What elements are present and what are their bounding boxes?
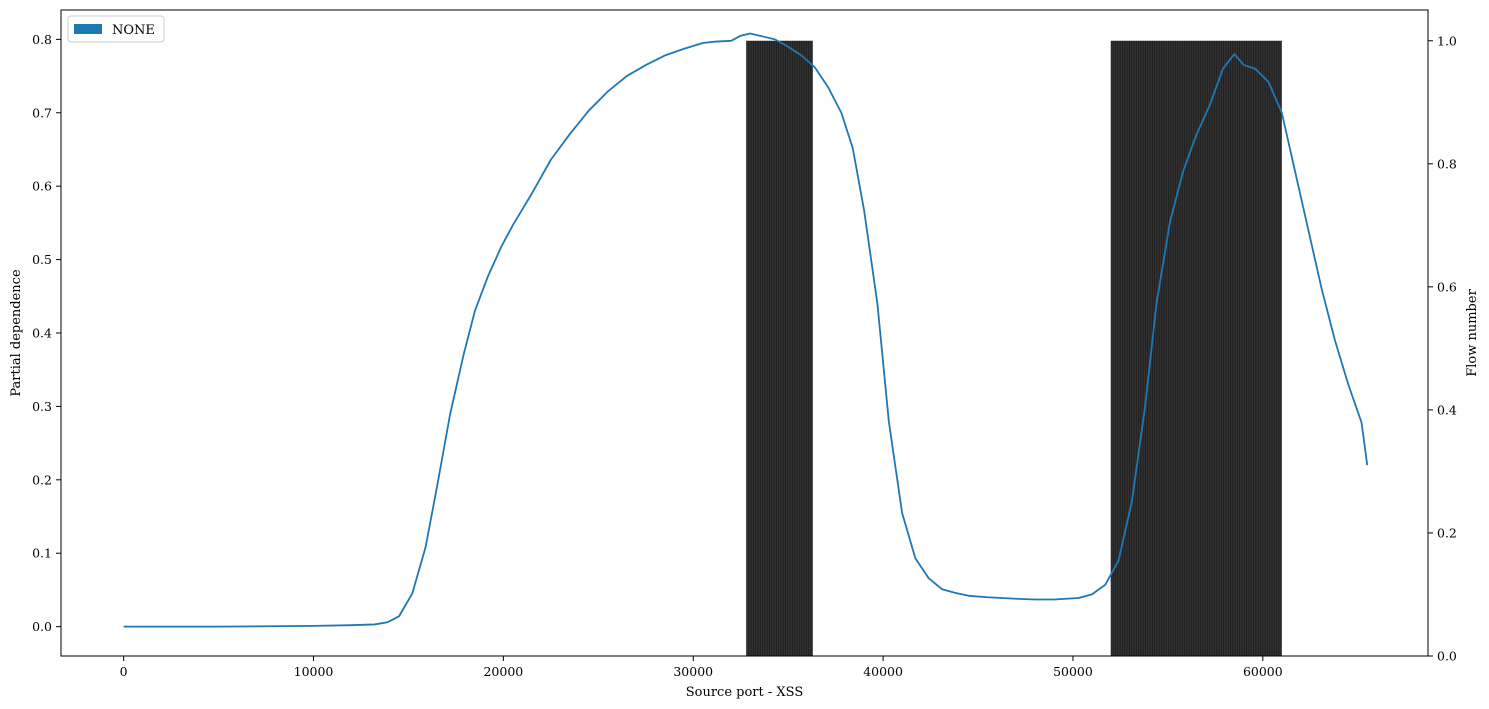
flow-bands [745, 40, 1282, 657]
y-tick-label: 0.7 [32, 105, 52, 120]
legend-swatch-none [74, 24, 102, 34]
y2-tick-label: 0.4 [1437, 402, 1457, 417]
y-tick-label: 0.2 [32, 472, 52, 487]
y-axis-right: 0.0 0.2 0.4 0.6 0.8 1.0 [1428, 33, 1457, 664]
y-tick-label: 0.5 [32, 252, 52, 267]
y-tick-label: 0.6 [32, 179, 52, 194]
y2-tick-label: 0.6 [1437, 279, 1457, 294]
y2-axis-label: Flow number [1465, 288, 1480, 376]
y-tick-label: 0.0 [32, 619, 52, 634]
x-tick-label: 60000 [1243, 664, 1283, 679]
y2-tick-label: 1.0 [1437, 33, 1457, 48]
y-tick-label: 0.4 [32, 326, 52, 341]
y2-tick-label: 0.2 [1437, 525, 1457, 540]
y2-tick-label: 0.8 [1437, 156, 1457, 171]
data-lines [123, 32, 1369, 628]
series-line-none [123, 32, 1369, 628]
x-tick-label: 10000 [294, 664, 334, 679]
y-tick-label: 0.3 [32, 399, 52, 414]
y-tick-label: 0.1 [32, 546, 52, 561]
x-axis: 0 10000 20000 30000 40000 50000 60000 [120, 656, 1283, 679]
x-tick-label: 0 [120, 664, 128, 679]
x-tick-label: 20000 [483, 664, 523, 679]
legend-box [67, 15, 165, 43]
x-tick-label: 30000 [673, 664, 713, 679]
y-axis-left: 0.0 0.1 0.2 0.3 0.4 0.5 0.6 0.7 0.8 [32, 32, 61, 634]
y2-tick-label: 0.0 [1437, 649, 1457, 664]
x-tick-label: 50000 [1053, 664, 1093, 679]
y-axis-label: Partial dependence [9, 269, 24, 397]
flow-band-1 [1110, 40, 1282, 657]
legend: NONE [67, 15, 165, 43]
x-tick-label: 40000 [863, 664, 903, 679]
legend-label-none: NONE [112, 23, 155, 38]
flow-band-0 [746, 40, 813, 657]
x-axis-label: Source port - XSS [686, 685, 804, 700]
y-tick-label: 0.8 [32, 32, 52, 47]
